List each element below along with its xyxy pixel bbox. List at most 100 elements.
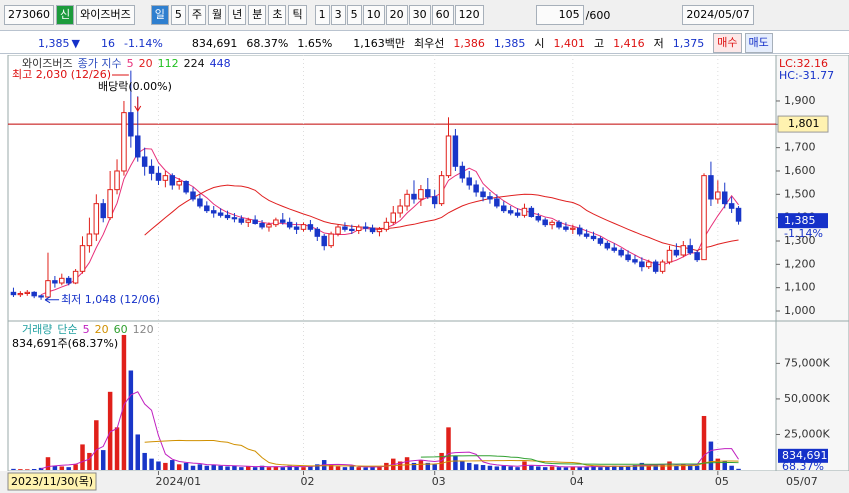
reference-label: 1,801 bbox=[788, 117, 820, 130]
volume-bar bbox=[715, 458, 721, 470]
y-tick-label: 50,000K bbox=[784, 392, 830, 405]
candle-body bbox=[445, 135, 452, 177]
stock-name[interactable]: 와이즈버즈 bbox=[76, 5, 135, 25]
candle-body bbox=[65, 277, 72, 284]
candle-body bbox=[659, 261, 666, 272]
code[interactable]: 273060 bbox=[4, 5, 54, 25]
period-button[interactable]: 5 bbox=[170, 5, 186, 25]
candle-body bbox=[38, 295, 44, 298]
volume-bar bbox=[149, 458, 154, 470]
volume-ma-line bbox=[144, 439, 739, 467]
volume-ma-line bbox=[420, 455, 739, 465]
volume-bar bbox=[259, 465, 265, 470]
candle-body bbox=[728, 203, 735, 209]
candle-body bbox=[183, 180, 189, 193]
change: 16 bbox=[100, 36, 115, 50]
volume-bar bbox=[156, 461, 161, 470]
lc-label: LC:32.16 bbox=[779, 57, 828, 70]
candle-body bbox=[328, 233, 334, 247]
period-button[interactable]: 월 bbox=[207, 5, 227, 25]
volume-bar bbox=[466, 462, 472, 470]
candle-body bbox=[583, 233, 590, 237]
period-button[interactable]: 틱 bbox=[288, 5, 307, 25]
volume-bar bbox=[59, 466, 65, 470]
candle-body bbox=[618, 249, 624, 256]
volume-bar bbox=[66, 467, 71, 470]
candle-body bbox=[404, 193, 410, 207]
volume: 834,691 bbox=[191, 36, 238, 50]
candle-body bbox=[501, 205, 507, 212]
volume-bar bbox=[287, 465, 292, 470]
candle-body bbox=[652, 261, 659, 272]
open: 1,401 bbox=[553, 36, 586, 50]
volume-bar bbox=[328, 465, 334, 470]
candle-body bbox=[169, 175, 176, 186]
volume-bar bbox=[183, 462, 189, 470]
candle-body bbox=[135, 135, 141, 158]
volume-bar bbox=[135, 434, 140, 470]
candle-body bbox=[646, 261, 652, 268]
candle-body bbox=[666, 249, 673, 263]
volume-bar bbox=[625, 465, 631, 470]
volume-bar bbox=[501, 465, 506, 470]
volume-bar bbox=[515, 467, 520, 470]
y-tick-label: 1,700 bbox=[784, 141, 816, 154]
candle-body bbox=[107, 189, 113, 219]
ask: 1,386 bbox=[453, 36, 485, 50]
volume-bar bbox=[31, 469, 37, 470]
candle-body bbox=[687, 245, 693, 254]
volume-bar bbox=[204, 465, 210, 470]
volume-bar bbox=[211, 465, 216, 470]
interval-button[interactable]: 3 bbox=[330, 5, 346, 25]
candle-body bbox=[411, 193, 417, 200]
candle-body bbox=[639, 261, 645, 268]
candle-body bbox=[273, 219, 279, 226]
interval-button[interactable]: 120 bbox=[454, 5, 484, 25]
x-tick-label: 2024/01 bbox=[155, 475, 201, 488]
volume-bar bbox=[453, 455, 458, 470]
sell-button[interactable]: 매도 bbox=[744, 33, 773, 53]
interval-button[interactable]: 10 bbox=[362, 5, 385, 25]
candle-body bbox=[176, 180, 182, 186]
candle-body bbox=[632, 259, 638, 263]
period-button[interactable]: 주 bbox=[187, 5, 206, 25]
interval-button[interactable]: 30 bbox=[408, 5, 431, 25]
period-button[interactable]: 초 bbox=[268, 5, 287, 25]
hc-label: HC:-31.77 bbox=[779, 69, 834, 82]
candle-body bbox=[452, 135, 459, 167]
legend-text: 5 bbox=[83, 323, 90, 336]
count[interactable]: 105 bbox=[535, 5, 584, 25]
low-annotation: 최저 1,048 (12/06) bbox=[61, 293, 160, 306]
candle-body bbox=[259, 222, 265, 228]
candle-body bbox=[210, 210, 217, 214]
candle-body bbox=[701, 175, 707, 261]
volume-bar bbox=[80, 444, 85, 470]
candle-body bbox=[155, 172, 162, 181]
interval-button[interactable]: 1 bbox=[314, 5, 330, 25]
candle-body bbox=[625, 254, 631, 261]
volume-bar bbox=[529, 465, 534, 470]
volume-bar bbox=[232, 465, 237, 470]
volume-bar bbox=[246, 466, 251, 470]
interval-button[interactable]: 20 bbox=[385, 5, 408, 25]
x-axis-end: 05/07 bbox=[786, 475, 818, 488]
volume-bar bbox=[170, 460, 175, 470]
interval-button[interactable]: 60 bbox=[431, 5, 454, 25]
buy-button[interactable]: 매수 bbox=[713, 33, 742, 53]
volume-bar bbox=[280, 467, 286, 470]
candle-body bbox=[314, 228, 321, 237]
candle-body bbox=[86, 233, 93, 247]
interval-button[interactable]: 5 bbox=[346, 5, 362, 25]
market[interactable]: 신 bbox=[56, 5, 75, 25]
candle-body bbox=[362, 226, 369, 229]
date[interactable]: 2024/05/07 bbox=[682, 5, 754, 25]
candle-body bbox=[280, 219, 286, 223]
candle-body bbox=[431, 196, 438, 205]
period-button[interactable]: 일 bbox=[150, 5, 169, 25]
period-button[interactable]: 년 bbox=[228, 5, 247, 25]
volume-bar bbox=[25, 469, 30, 470]
volume-bar bbox=[38, 467, 44, 470]
period-button[interactable]: 분 bbox=[248, 5, 267, 25]
